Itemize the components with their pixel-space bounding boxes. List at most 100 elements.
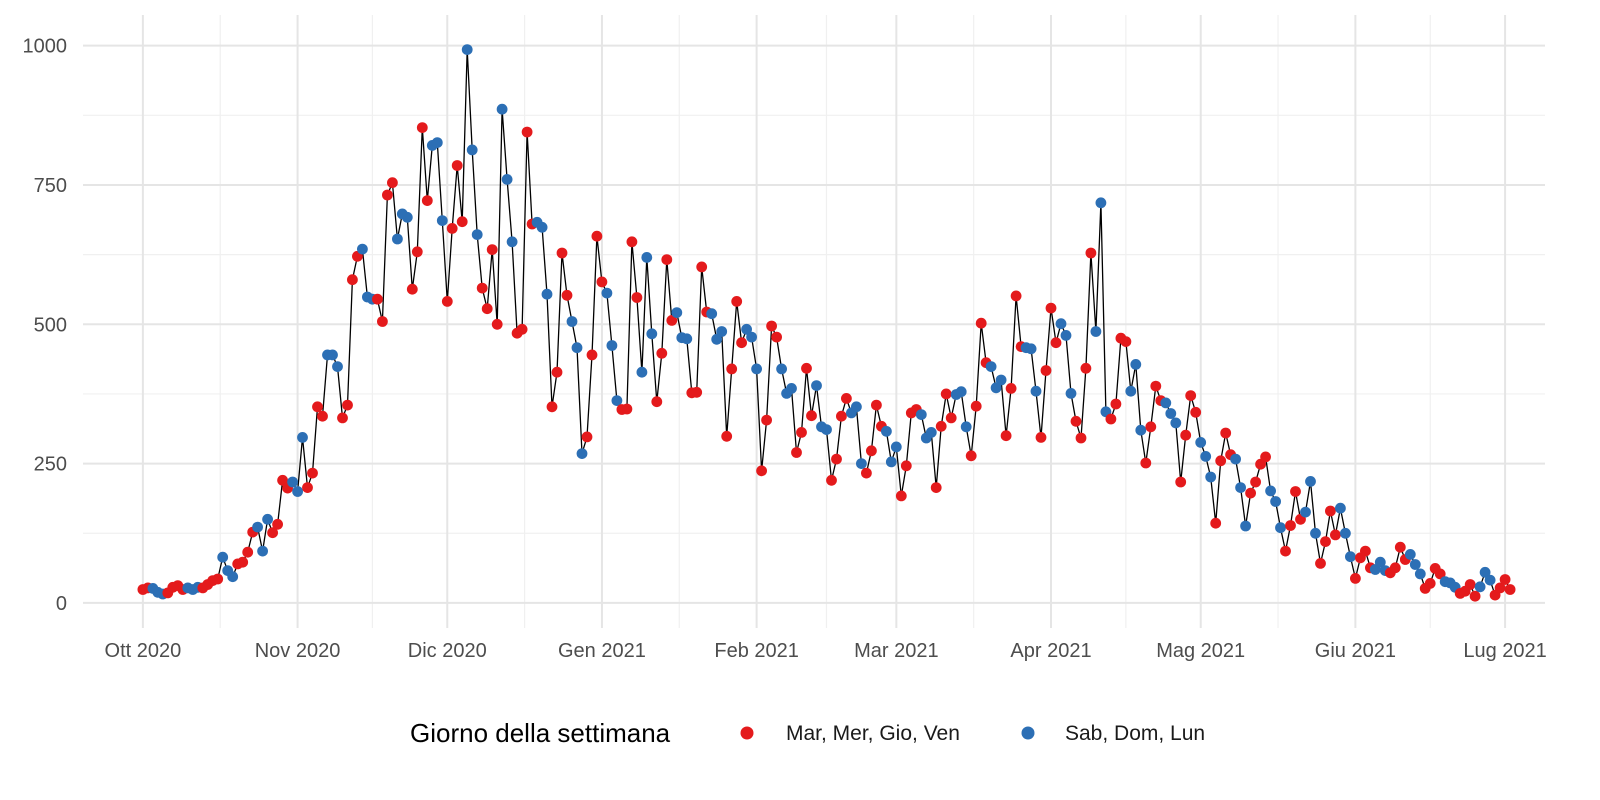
data-point xyxy=(446,223,458,234)
x-tick-label: Gen 2021 xyxy=(558,640,646,662)
data-point xyxy=(606,340,618,351)
data-point xyxy=(1494,582,1506,594)
data-point xyxy=(1300,506,1311,518)
data-point xyxy=(1320,536,1331,547)
data-point xyxy=(1030,385,1042,397)
data-point xyxy=(401,211,413,223)
data-point xyxy=(506,236,518,248)
data-point xyxy=(930,482,942,493)
data-point xyxy=(696,261,708,273)
data-point xyxy=(227,571,239,583)
data-point xyxy=(1260,451,1271,463)
data-point xyxy=(960,421,972,433)
data-point xyxy=(721,430,733,442)
data-point xyxy=(491,318,503,330)
data-point xyxy=(347,274,358,286)
data-point xyxy=(656,347,668,359)
data-point xyxy=(217,551,229,563)
data-point xyxy=(601,287,613,299)
data-point xyxy=(975,317,987,329)
data-point xyxy=(1280,545,1291,557)
y-tick-label: 1000 xyxy=(23,36,68,58)
data-point xyxy=(486,244,498,256)
x-tick-label: Dic 2020 xyxy=(408,640,487,662)
data-point xyxy=(1479,566,1491,578)
data-point xyxy=(646,328,658,340)
data-point xyxy=(711,333,723,345)
data-point xyxy=(935,420,947,432)
data-point xyxy=(1474,581,1486,593)
x-tick-label: Lug 2021 xyxy=(1463,640,1546,662)
data-point xyxy=(327,349,338,361)
data-point xyxy=(636,366,648,378)
data-point xyxy=(856,458,867,469)
data-point xyxy=(826,474,837,486)
data-point xyxy=(1464,579,1476,590)
data-point xyxy=(1310,527,1321,539)
data-point xyxy=(501,174,513,185)
data-point xyxy=(731,296,743,307)
data-point xyxy=(431,137,443,149)
data-point xyxy=(895,490,907,502)
data-point xyxy=(1499,574,1511,585)
data-point xyxy=(1325,505,1336,517)
data-point xyxy=(706,308,718,320)
data-point xyxy=(312,401,323,413)
data-point xyxy=(1050,337,1062,349)
data-point xyxy=(1060,330,1072,341)
y-axis-tick-labels: 0 250 500 750 1000 xyxy=(23,36,68,615)
data-point xyxy=(736,337,747,349)
data-point xyxy=(576,448,588,459)
data-point xyxy=(1345,551,1356,563)
data-point xyxy=(556,247,568,259)
data-point xyxy=(332,361,343,372)
data-point xyxy=(666,315,678,326)
data-point xyxy=(1130,359,1142,370)
data-point xyxy=(791,447,802,458)
data-point xyxy=(1005,383,1017,394)
data-point xyxy=(377,316,388,327)
data-point xyxy=(766,320,777,332)
data-point xyxy=(451,160,463,171)
data-point xyxy=(212,573,224,585)
data-point xyxy=(1145,421,1157,433)
data-point xyxy=(1075,432,1087,444)
data-point xyxy=(277,474,288,486)
legend: Giorno della settimana Mar, Mer, Gio, Ve… xyxy=(410,718,1205,748)
data-point xyxy=(1055,318,1067,330)
data-point xyxy=(272,518,283,530)
data-point xyxy=(1110,398,1122,410)
data-point xyxy=(382,189,393,201)
data-point xyxy=(342,399,353,411)
data-point xyxy=(681,333,693,345)
data-point xyxy=(1215,455,1227,467)
data-point xyxy=(626,236,638,248)
data-point xyxy=(372,293,383,305)
data-point xyxy=(406,283,418,295)
data-point xyxy=(771,331,782,343)
x-axis-tick-labels: Ott 2020 Nov 2020 Dic 2020 Gen 2021 Feb 2021… xyxy=(105,640,1547,662)
data-point xyxy=(776,363,787,375)
data-point xyxy=(1190,406,1202,418)
data-point xyxy=(392,233,403,245)
data-point xyxy=(292,486,303,497)
data-point xyxy=(811,380,822,391)
data-point xyxy=(1210,517,1222,529)
data-point xyxy=(1165,408,1177,419)
data-point xyxy=(287,476,298,488)
data-point xyxy=(337,412,348,424)
data-point xyxy=(541,288,553,300)
data-point xyxy=(985,361,997,372)
data-point xyxy=(1065,388,1077,399)
data-point xyxy=(546,401,558,413)
data-point xyxy=(1095,197,1107,209)
data-point xyxy=(1205,471,1217,483)
data-point xyxy=(267,527,278,539)
data-point xyxy=(262,513,273,525)
legend-title: Giorno della settimana xyxy=(410,718,671,748)
data-point xyxy=(1315,558,1326,569)
data-point xyxy=(955,386,967,398)
data-point xyxy=(1350,573,1361,584)
data-point xyxy=(1270,496,1281,507)
data-point xyxy=(1245,487,1256,499)
